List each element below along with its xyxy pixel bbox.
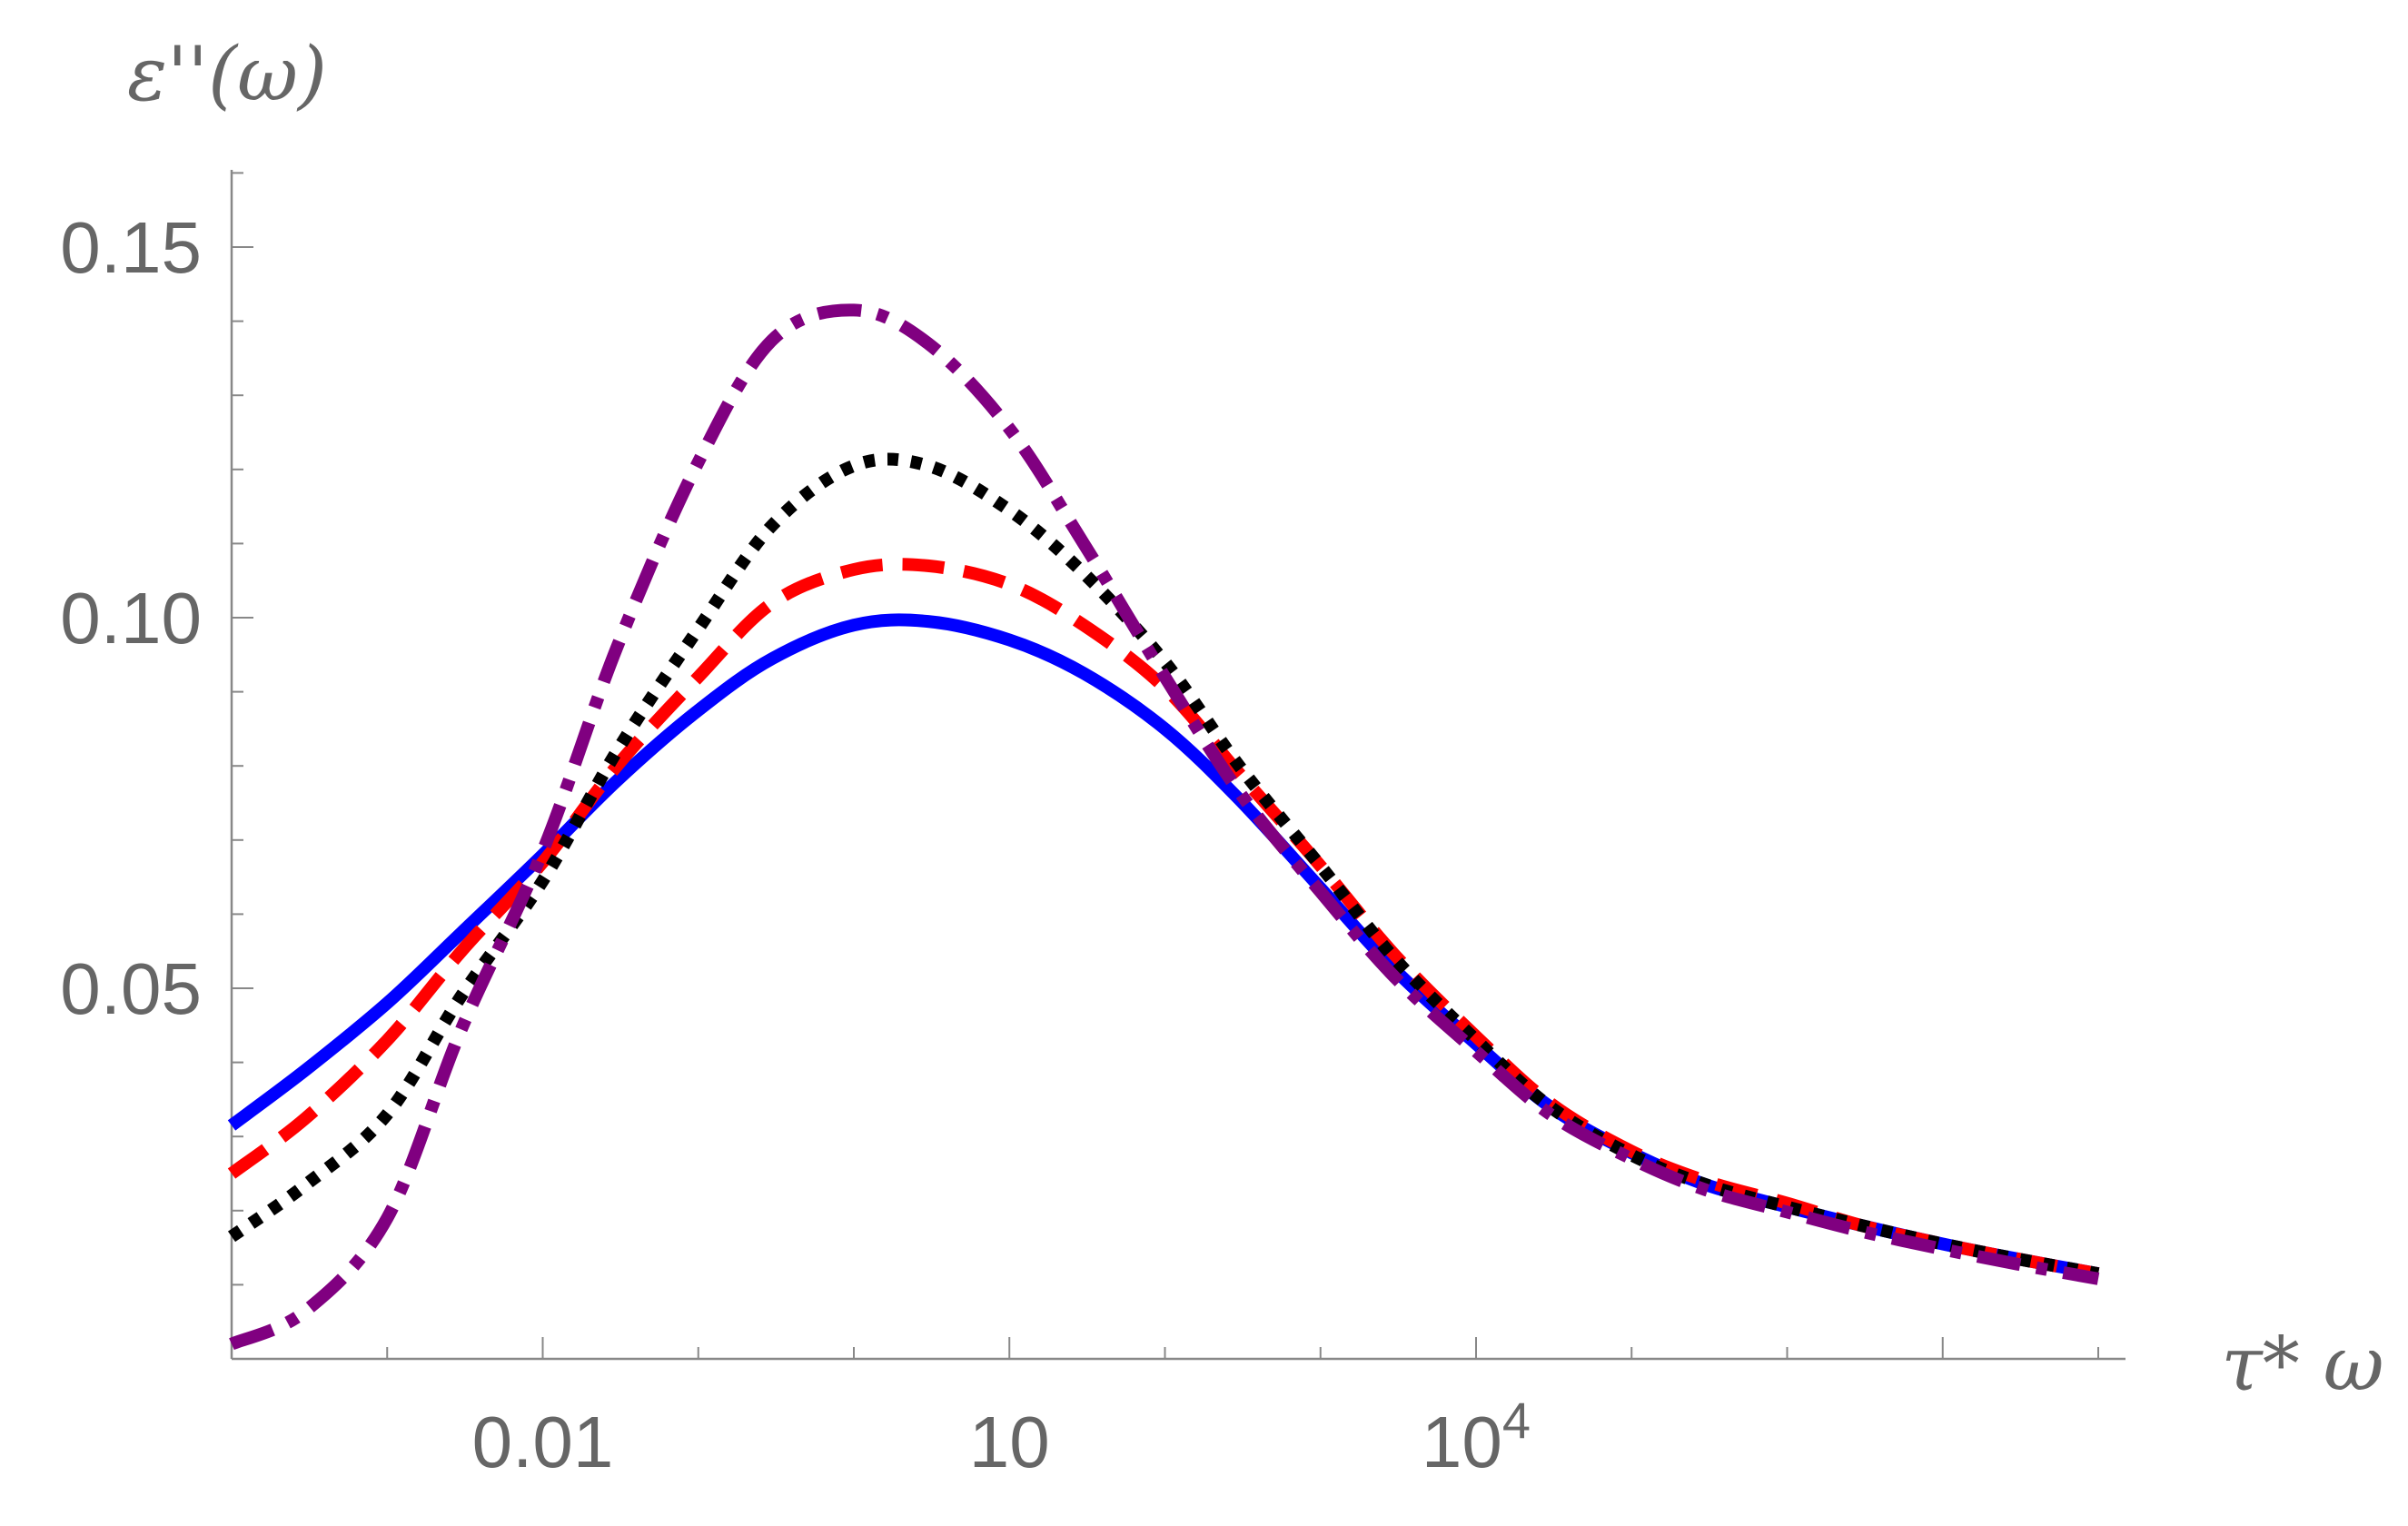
y-tick-label: 0.15 <box>60 207 202 288</box>
series-line-solid <box>227 613 2100 1281</box>
x-tick-label: 104 <box>1422 1392 1531 1482</box>
y-axis-title: ε''(ω) <box>127 32 327 118</box>
labels: 0.05 0.10 0.15 0.01 10 104 ε''(ω) τ* ω <box>60 32 2383 1482</box>
y-tick-label: 0.10 <box>60 578 202 659</box>
x-axis-title: τ* ω <box>2221 1322 2383 1408</box>
axes <box>230 170 2126 1361</box>
series-line-dashdot <box>229 303 2100 1351</box>
series-layer <box>227 303 2100 1351</box>
x-tick-label: 0.01 <box>472 1402 614 1482</box>
x-tick-label: 10 <box>969 1402 1050 1482</box>
y-tick-label: 0.05 <box>60 948 202 1029</box>
series-line-dotted <box>227 452 2100 1281</box>
